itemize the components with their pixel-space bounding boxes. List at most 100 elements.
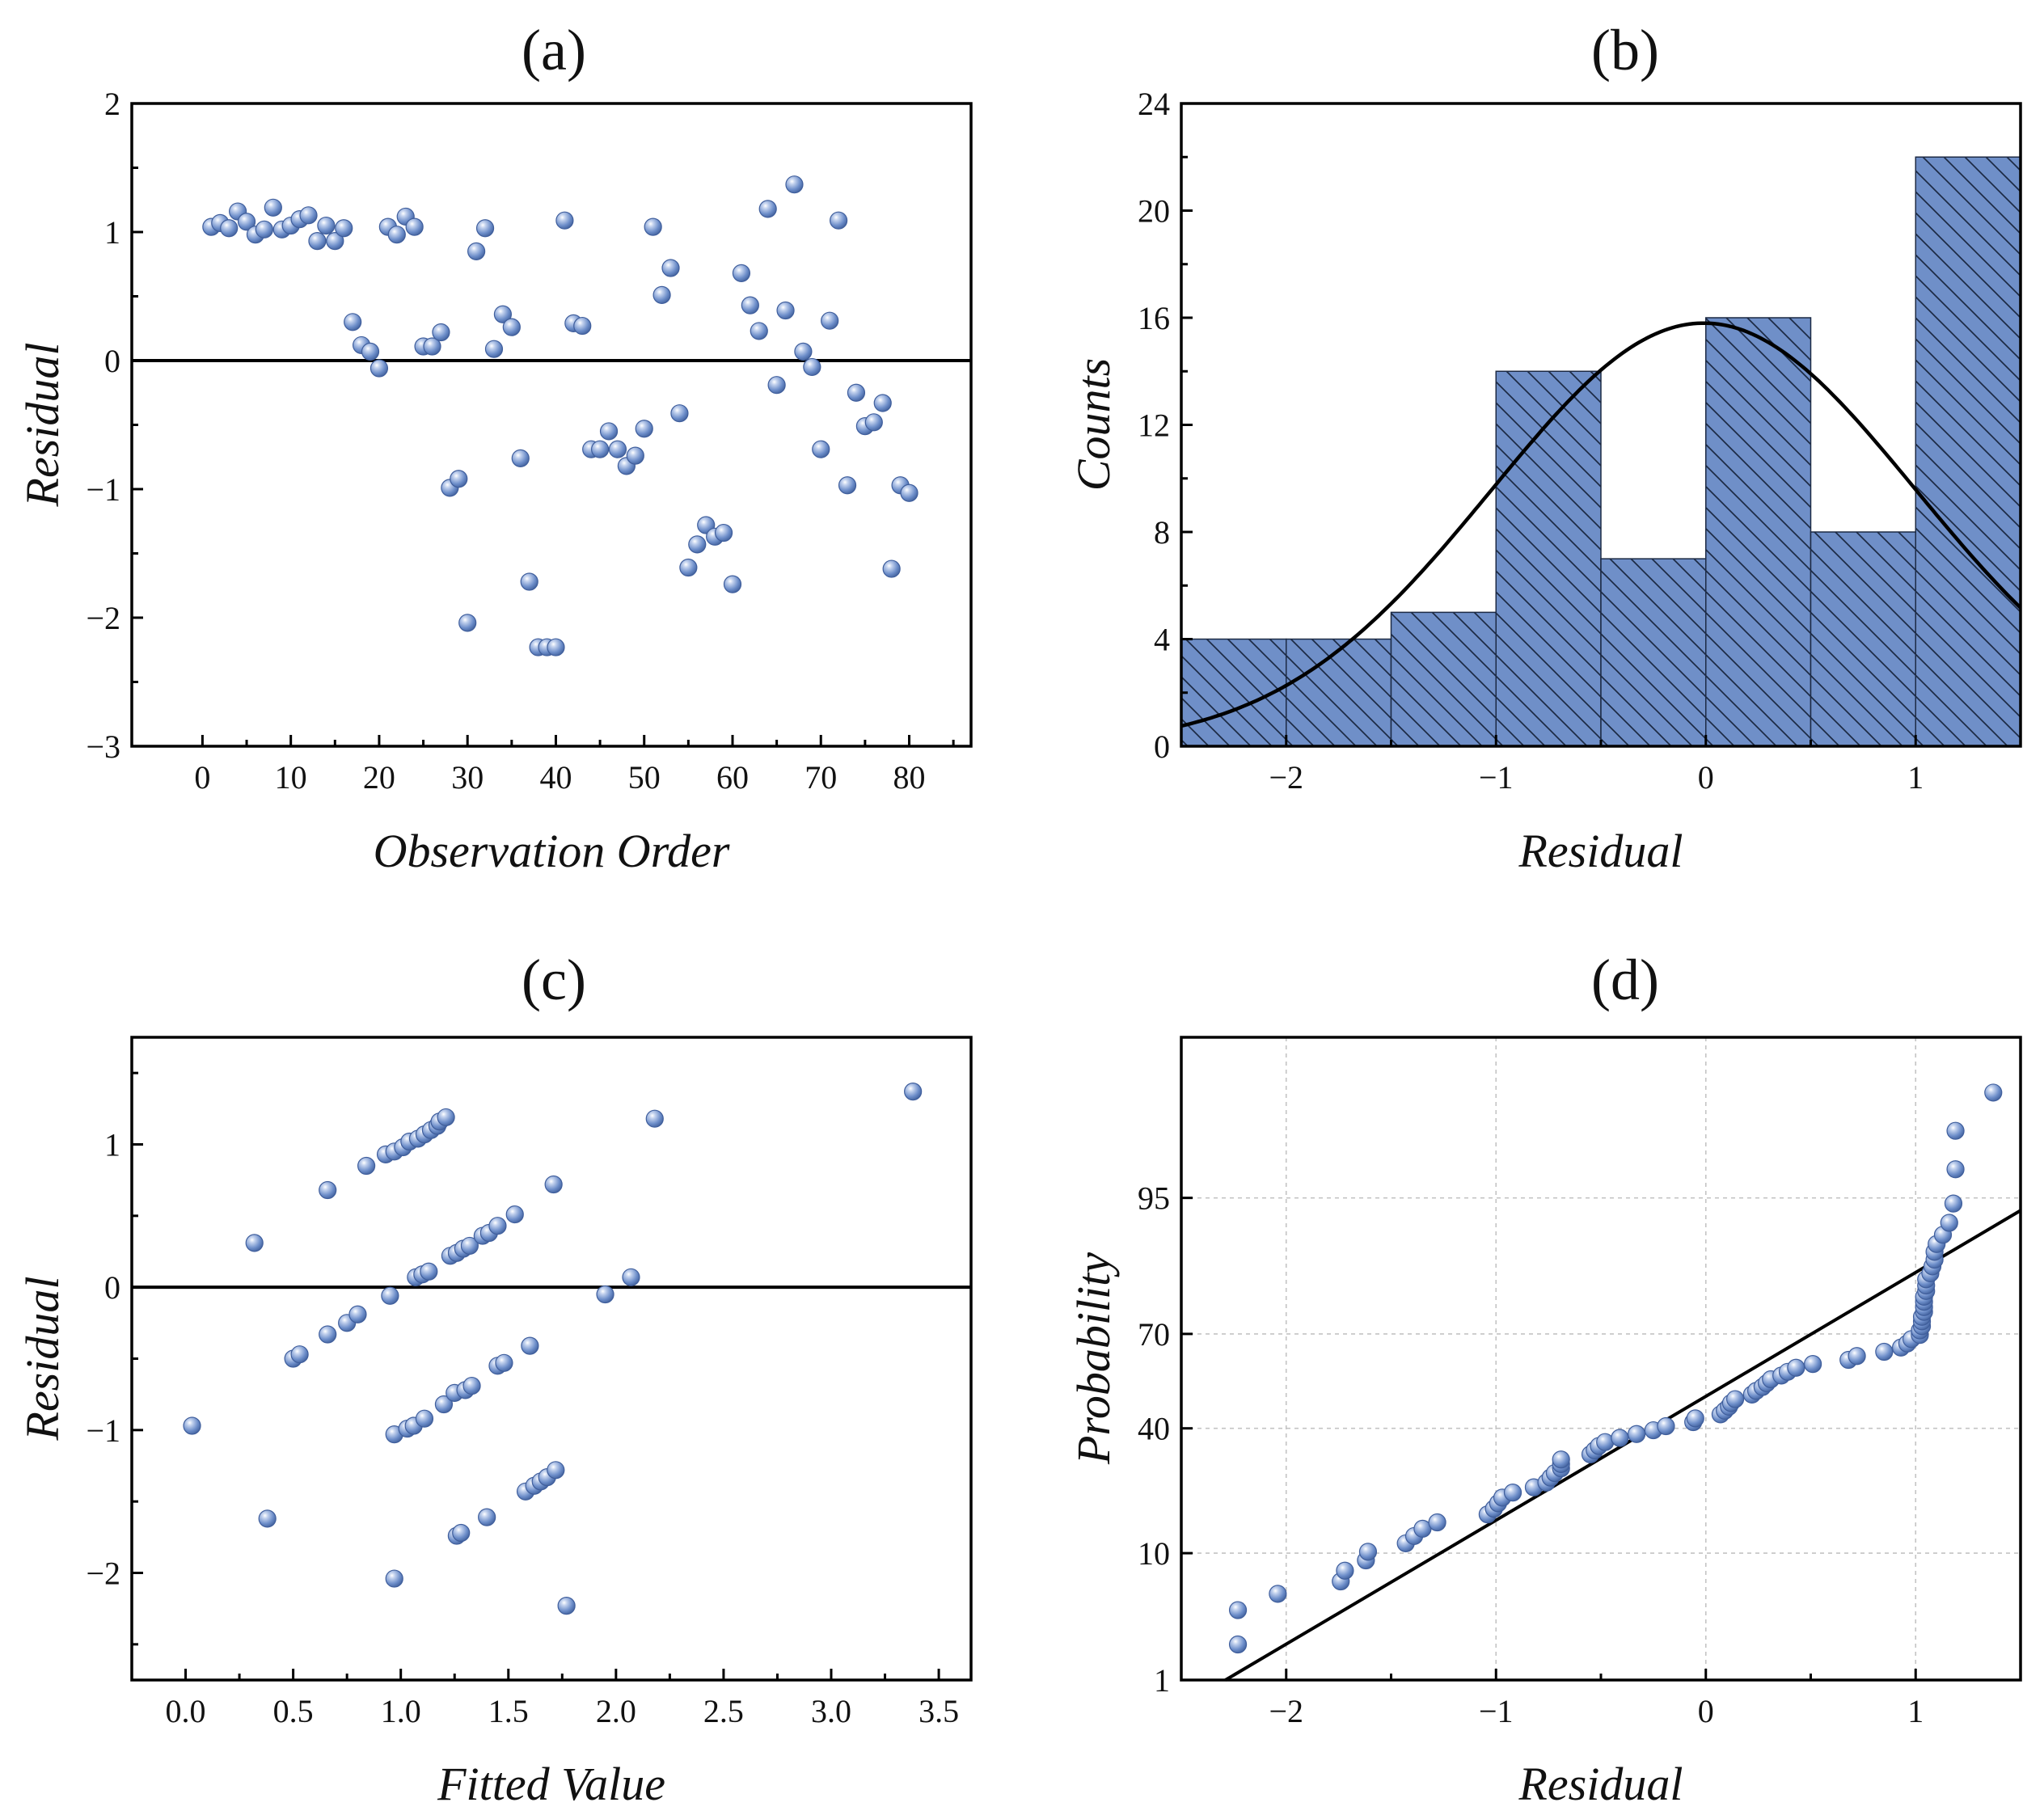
panel-c-point — [495, 1353, 513, 1372]
panel-a-point — [661, 259, 680, 277]
panel-d-point — [1787, 1358, 1805, 1377]
panel-c-point — [521, 1336, 539, 1355]
panel-c-xtick-label: 1.5 — [488, 1693, 529, 1729]
panel-b-normal-curve — [1180, 321, 2022, 728]
panel-c-point — [245, 1234, 264, 1252]
panel-c-ytick-label: 0 — [104, 1269, 120, 1306]
panel-b-plot: −2 −1 0 1 0 4 8 12 16 20 24 — [1138, 86, 2022, 796]
panel-b-bar — [1390, 611, 1497, 747]
panel-b-bar — [1600, 558, 1707, 747]
panel-b-ytick-label: 16 — [1138, 300, 1170, 336]
panel-d-point — [1269, 1585, 1287, 1603]
panel-a-point — [679, 558, 698, 577]
panel-c-plot: 0.0 0.5 1.0 1.5 2.0 2.5 3.0 3.5 −2 −1 0 1 — [86, 1071, 971, 1729]
panel-a-point — [900, 483, 919, 502]
panel-b-bar — [1705, 317, 1812, 747]
panel-a-point — [326, 232, 344, 251]
panel-b-xtick-label: −2 — [1269, 759, 1303, 796]
panel-a-xtick-label: 50 — [628, 759, 661, 796]
panel-b-xtick-label: 1 — [1907, 759, 1924, 796]
panel-a-point — [432, 323, 450, 342]
panel-c-point — [478, 1508, 496, 1526]
panel-c: (c) 0.0 0.5 1.0 1.5 2.0 2.5 3.0 3.5 −2 −1 0 1 Fitte… — [16, 948, 973, 1810]
panel-c-xtick-label: 0.5 — [273, 1693, 314, 1729]
panel-b-ytick-label: 24 — [1138, 86, 1170, 122]
panel-d-point — [1628, 1425, 1646, 1443]
panel-a-point — [475, 219, 495, 238]
panel-d: (d) −2 −1 0 1 1 10 40 70 95 Residual Probability — [1067, 948, 2022, 1810]
panel-a-point — [335, 219, 353, 238]
panel-a-frame — [130, 102, 973, 748]
panel-a-point — [608, 440, 627, 458]
panel-a-plot: 0 10 20 30 40 50 60 70 80 −3 −2 −1 0 1 2 — [86, 86, 971, 796]
panel-b-ytick-label: 20 — [1138, 193, 1170, 230]
panel-a-xtick-label: 80 — [893, 759, 926, 796]
panel-a-point — [387, 226, 406, 244]
panel-a-point — [714, 523, 733, 542]
panel-a-point — [493, 305, 513, 323]
panel-a-ytick-label: 1 — [104, 214, 120, 251]
panel-d-xtick-label: −1 — [1479, 1693, 1514, 1729]
panel-c-xtick-label: 3.0 — [811, 1693, 851, 1729]
panel-b-bar — [1810, 531, 1916, 747]
panel-a-point — [776, 301, 795, 320]
panel-a-point — [635, 420, 653, 438]
panel-d-xtick-label: 0 — [1698, 1693, 1714, 1729]
panel-d-xtick-label: −2 — [1269, 1693, 1303, 1729]
panel-a-point — [767, 376, 786, 395]
panel-d-point — [1686, 1409, 1704, 1428]
panel-a-point — [750, 322, 768, 340]
panel-c-point — [557, 1597, 576, 1615]
panel-c-point — [904, 1083, 923, 1101]
panel-a-point — [830, 211, 848, 230]
panel-d-point — [1611, 1429, 1629, 1447]
panel-b-xtick-label: 0 — [1698, 759, 1714, 796]
panel-c-point — [348, 1305, 367, 1323]
panel-d-point — [1803, 1355, 1822, 1374]
panel-c-point — [319, 1325, 337, 1344]
panel-a-point — [370, 359, 389, 378]
panel-a-point — [688, 535, 707, 554]
panel-b-bar — [1915, 156, 2021, 747]
panel-d-point — [1552, 1450, 1570, 1469]
panel-b: (b) −2 −1 0 1 0 4 8 12 16 20 24 Residual Counts — [1067, 18, 2022, 877]
panel-d-frame — [1180, 1036, 2022, 1682]
panel-a-point — [502, 318, 521, 336]
panel-a-point — [864, 413, 883, 432]
panel-a-xtick-label: 0 — [194, 759, 210, 796]
panel-c-xtick-label: 2.0 — [596, 1693, 636, 1729]
panel-c-point — [381, 1286, 399, 1305]
panel-b-ytick-label: 0 — [1154, 728, 1170, 765]
panel-a-point — [264, 198, 282, 217]
panel-a-xtick-label: 20 — [363, 759, 395, 796]
panel-a-point — [299, 206, 318, 225]
panel-a-point — [220, 219, 239, 238]
panel-d-ytick-label: 95 — [1138, 1180, 1170, 1217]
panel-d-point — [1428, 1513, 1446, 1532]
panel-d-point — [1875, 1342, 1894, 1361]
panel-c-point — [420, 1262, 438, 1281]
panel-a-point — [344, 313, 362, 331]
panel-a-point — [547, 638, 565, 656]
panel-a-xtick-label: 10 — [275, 759, 307, 796]
panel-a-ytick-label: 2 — [104, 86, 120, 122]
panel-c-frame — [130, 1036, 973, 1682]
panel-b-xtick-label: −1 — [1479, 759, 1514, 796]
panel-c-xtick-label: 3.5 — [919, 1693, 959, 1729]
panel-b-frame — [1180, 102, 2022, 748]
panel-c-point — [415, 1409, 434, 1428]
panel-d-ytick-label: 1 — [1154, 1662, 1170, 1699]
panel-b-xlabel: Residual — [1518, 825, 1683, 877]
panel-c-point — [488, 1217, 507, 1235]
panel-c-xtick-label: 0.0 — [166, 1693, 206, 1729]
panel-a-point — [317, 216, 336, 235]
panel-c-point — [258, 1509, 277, 1528]
panel-a-point — [821, 311, 839, 330]
panel-a-xtick-label: 70 — [805, 759, 837, 796]
panel-a-point — [670, 404, 689, 423]
panel-a-point — [803, 357, 821, 377]
panel-c-point — [547, 1461, 565, 1480]
panel-d-point — [1946, 1160, 1965, 1179]
panel-d-point — [1228, 1635, 1248, 1654]
